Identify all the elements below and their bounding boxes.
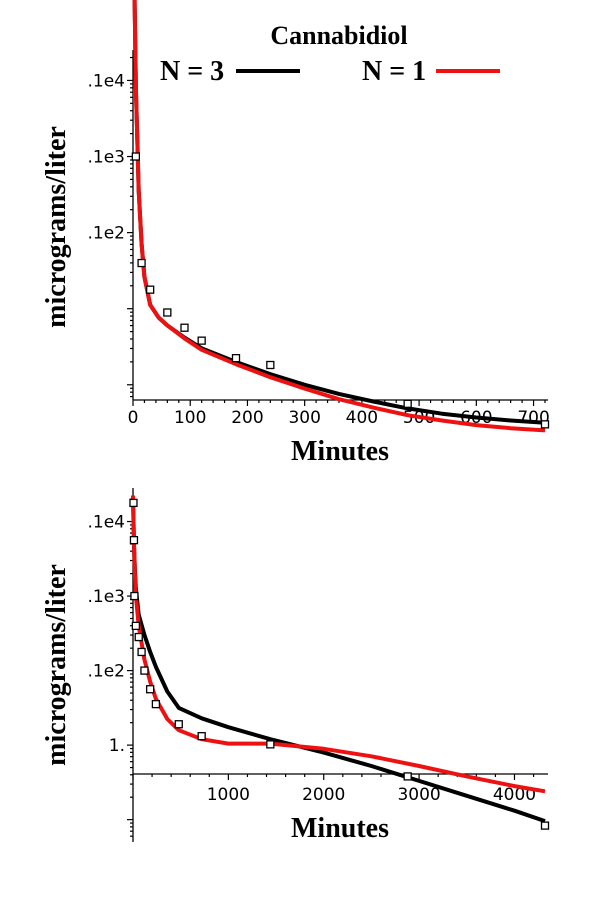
y-tick-label: .1e4 [88, 71, 126, 91]
data-point-marker [174, 720, 183, 729]
y-tick-label: .1e4 [88, 513, 126, 533]
data-point-marker [266, 360, 275, 370]
x-tick-label: 300 [288, 408, 320, 428]
x-tick-label: 200 [231, 408, 263, 428]
x-tick-label: 0 [128, 408, 139, 428]
x-tick-label: 3000 [397, 785, 440, 805]
x-tick-label: 100 [174, 408, 206, 428]
legend: N = 3 N = 1 [160, 56, 500, 87]
x-tick-label: 1000 [207, 785, 250, 805]
y-tick-label: .1e3 [88, 148, 126, 168]
x-tick-label: 2000 [302, 785, 345, 805]
data-point-marker [137, 647, 146, 657]
legend-label-n3: N = 3 [160, 56, 224, 87]
y-tick-label: .1e2 [88, 224, 126, 244]
y-tick-label: .1e3 [88, 587, 126, 607]
series-line-n1 [131, 495, 546, 794]
data-point-marker [403, 772, 412, 781]
data-point-marker [129, 498, 138, 508]
x-tick-label: 400 [346, 408, 378, 428]
x-axis-label: Minutes [291, 813, 389, 844]
data-point-marker [140, 666, 149, 675]
data-point-marker [146, 685, 155, 694]
data-point-marker [266, 740, 275, 749]
data-point-marker [130, 591, 139, 601]
y-tick-label: .1e2 [88, 662, 126, 682]
data-point-marker [540, 821, 550, 830]
y-axis-label: micrograms/liter [41, 564, 72, 766]
data-point-marker [134, 632, 143, 642]
series-line-n1 [132, 0, 546, 433]
data-point-marker [163, 308, 172, 317]
data-point-marker [180, 323, 189, 332]
data-point-marker [403, 399, 412, 408]
legend-label-n1: N = 1 [362, 56, 426, 87]
data-point-marker [137, 258, 146, 268]
data-point-marker [231, 354, 241, 363]
data-point-marker [131, 152, 141, 161]
data-point-marker [129, 536, 139, 545]
data-point-marker [197, 336, 206, 345]
data-point-marker [131, 621, 141, 631]
data-point-marker [540, 420, 550, 429]
data-point-marker [197, 732, 206, 741]
data-point-marker [146, 285, 155, 294]
chart-title: Cannabidiol [270, 21, 407, 50]
y-tick-label: 1. [109, 736, 125, 756]
data-point-marker [151, 699, 161, 709]
y-axis-label: micrograms/liter [41, 126, 72, 328]
plot-top: 0 100 200 300 400 500 600 700.1e2.1e3.1e4Minute… [41, 0, 550, 467]
x-axis-label: Minutes [291, 436, 389, 467]
series-line-n3 [131, 495, 546, 823]
x-tick-label: 4000 [493, 785, 536, 805]
plot-bottom: 1000 2000 3000 4000 1. .1e2 .1e3 .1e4 Minutes mic… [41, 488, 550, 844]
